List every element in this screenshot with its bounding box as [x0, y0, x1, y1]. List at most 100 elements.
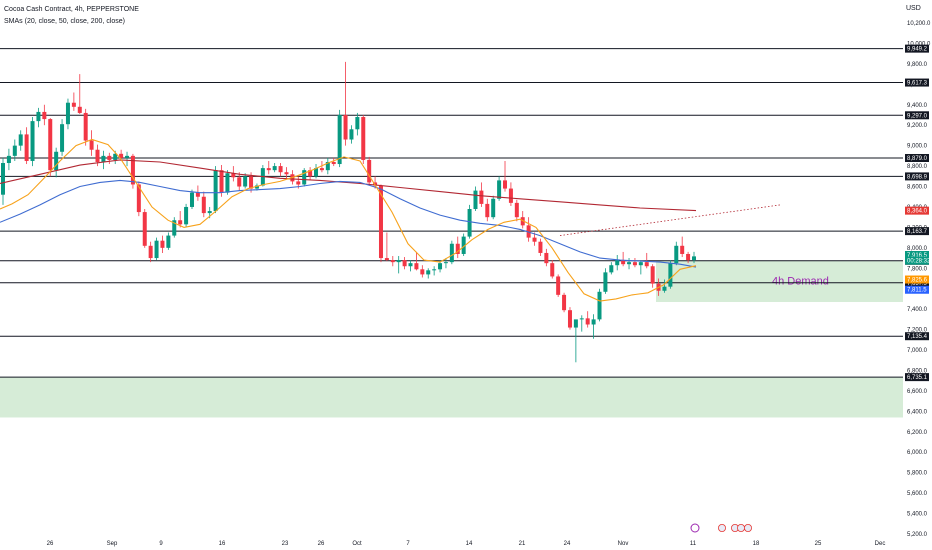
candle-body[interactable] — [272, 166, 277, 171]
candle-body[interactable] — [302, 170, 307, 185]
candle-body[interactable] — [668, 263, 673, 287]
candle-body[interactable] — [603, 272, 608, 292]
candle-body[interactable] — [12, 145, 17, 156]
candle-body[interactable] — [644, 262, 649, 267]
candle-body[interactable] — [349, 129, 354, 140]
candle-body[interactable] — [414, 263, 419, 270]
candle-body[interactable] — [508, 188, 513, 203]
candle-body[interactable] — [402, 260, 407, 267]
candle-body[interactable] — [485, 203, 490, 218]
sma200-line[interactable] — [0, 159, 697, 212]
candle-body[interactable] — [225, 173, 230, 193]
candle-body[interactable] — [107, 155, 112, 160]
candle-body[interactable] — [130, 155, 135, 185]
candle-body[interactable] — [319, 168, 324, 171]
candle-body[interactable] — [125, 155, 130, 158]
candle-body[interactable] — [597, 291, 602, 320]
candle-body[interactable] — [443, 262, 448, 264]
candle-body[interactable] — [497, 180, 502, 199]
candle-body[interactable] — [361, 117, 366, 160]
candle-body[interactable] — [420, 269, 425, 275]
candle-body[interactable] — [585, 318, 590, 325]
candle-body[interactable] — [95, 149, 100, 162]
candle-body[interactable] — [473, 190, 478, 210]
candle-body[interactable] — [136, 184, 141, 213]
candle-body[interactable] — [296, 181, 301, 185]
candle-body[interactable] — [579, 318, 584, 320]
candle-body[interactable] — [396, 260, 401, 263]
candle-body[interactable] — [514, 202, 519, 218]
candle-body[interactable] — [650, 266, 655, 284]
candle-body[interactable] — [337, 114, 342, 165]
candle-body[interactable] — [113, 153, 118, 160]
candle-body[interactable] — [42, 111, 47, 120]
candle-body[interactable] — [503, 180, 508, 189]
candle-body[interactable] — [467, 209, 472, 237]
candle-body[interactable] — [18, 134, 23, 146]
symbol-title[interactable]: Cocoa Cash Contract, 4h, PEPPERSTONE — [4, 6, 139, 13]
candle-body[interactable] — [544, 252, 549, 264]
candle-body[interactable] — [390, 260, 395, 263]
candle-body[interactable] — [438, 263, 443, 270]
candle-body[interactable] — [314, 168, 319, 177]
candle-body[interactable] — [213, 170, 218, 212]
sma50-line[interactable] — [0, 179, 697, 268]
candle-body[interactable] — [343, 114, 348, 140]
candle-body[interactable] — [520, 217, 525, 226]
candle-body[interactable] — [166, 235, 171, 248]
candle-body[interactable] — [89, 140, 94, 150]
candle-body[interactable] — [195, 192, 200, 197]
candle-body[interactable] — [686, 253, 691, 261]
candle-body[interactable] — [680, 245, 685, 254]
us-flag-event-icon[interactable] — [744, 524, 753, 533]
candle-body[interactable] — [609, 265, 614, 273]
candle-body[interactable] — [219, 170, 224, 193]
candle-body[interactable] — [632, 262, 637, 266]
candle-body[interactable] — [60, 124, 65, 152]
candle-body[interactable] — [101, 155, 106, 162]
candle-body[interactable] — [266, 168, 271, 171]
candle-body[interactable] — [148, 245, 153, 259]
candle-body[interactable] — [237, 177, 242, 187]
candle-body[interactable] — [1, 163, 5, 195]
candle-body[interactable] — [154, 240, 159, 259]
candle-body[interactable] — [538, 241, 543, 253]
candle-body[interactable] — [6, 155, 11, 164]
candle-body[interactable] — [331, 161, 336, 165]
candle-body[interactable] — [408, 263, 413, 267]
currency-label[interactable]: USD — [906, 5, 921, 12]
candle-body[interactable] — [532, 237, 537, 242]
candle-body[interactable] — [160, 240, 165, 248]
candle-body[interactable] — [692, 256, 696, 261]
candle-body[interactable] — [674, 245, 679, 264]
candle-body[interactable] — [384, 258, 389, 261]
candle-body[interactable] — [591, 319, 596, 325]
candle-body[interactable] — [142, 212, 147, 246]
us-flag-event-icon[interactable] — [718, 524, 727, 533]
candle-body[interactable] — [119, 153, 124, 158]
candle-body[interactable] — [526, 225, 531, 238]
candle-body[interactable] — [491, 198, 496, 218]
candle-body[interactable] — [71, 102, 76, 107]
candle-body[interactable] — [479, 190, 484, 204]
candle-body[interactable] — [455, 243, 460, 254]
candle-body[interactable] — [178, 220, 183, 225]
candle-body[interactable] — [378, 185, 383, 259]
candle-body[interactable] — [615, 260, 620, 266]
candle-body[interactable] — [65, 102, 70, 125]
lightning-event-icon[interactable] — [690, 523, 700, 533]
candle-body[interactable] — [461, 236, 466, 254]
indicator-legend[interactable]: SMAs (20, close, 50, close, 200, close) — [4, 18, 125, 25]
candle-body[interactable] — [207, 211, 212, 214]
candle-body[interactable] — [189, 192, 194, 207]
sma20-line[interactable] — [0, 138, 697, 302]
candle-body[interactable] — [36, 111, 41, 122]
candle-body[interactable] — [184, 206, 189, 225]
candle-body[interactable] — [308, 170, 313, 177]
candle-body[interactable] — [621, 260, 626, 265]
candle-body[interactable] — [662, 286, 667, 291]
candle-body[interactable] — [24, 134, 29, 161]
candle-body[interactable] — [355, 117, 360, 130]
candle-body[interactable] — [54, 151, 59, 171]
candle-body[interactable] — [284, 172, 289, 175]
